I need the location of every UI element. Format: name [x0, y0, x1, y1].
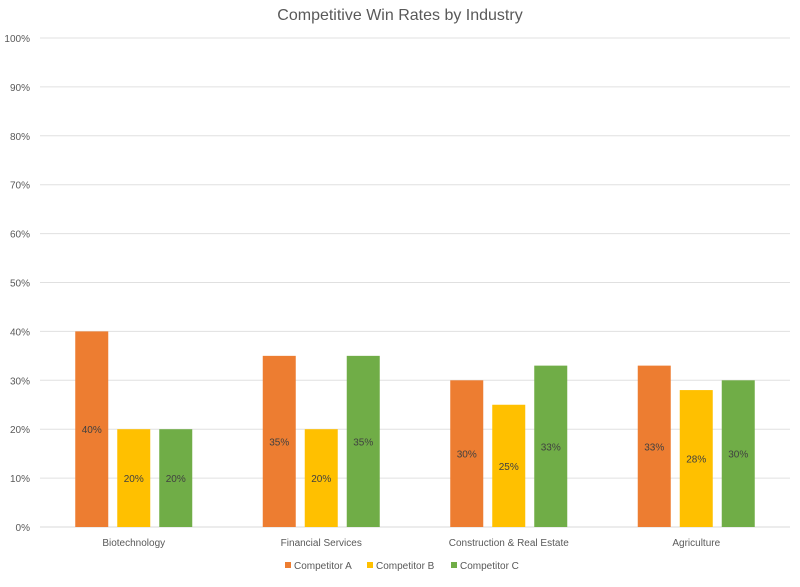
legend-label: Competitor B	[376, 561, 435, 572]
legend-item: Competitor A	[285, 561, 352, 572]
y-tick-label: 40%	[10, 327, 30, 338]
legend-item: Competitor B	[367, 561, 435, 572]
data-label: 20%	[166, 474, 186, 485]
y-tick-label: 10%	[10, 474, 30, 485]
chart-title: Competitive Win Rates by Industry	[277, 7, 522, 24]
data-label: 25%	[499, 462, 519, 473]
y-tick-label: 0%	[16, 523, 31, 534]
bar-competitor-b	[492, 404, 526, 527]
y-tick-label: 20%	[10, 425, 30, 436]
legend-swatch	[451, 562, 457, 568]
y-tick-label: 60%	[10, 230, 30, 241]
legend-swatch	[367, 562, 373, 568]
x-tick-label: Biotechnology	[102, 538, 165, 549]
bar-competitor-a	[75, 331, 109, 527]
data-label: 20%	[124, 474, 144, 485]
bar-competitor-c	[346, 355, 380, 527]
legend-swatch	[285, 562, 291, 568]
y-tick-label: 80%	[10, 132, 30, 143]
data-label: 33%	[644, 442, 664, 453]
bar-competitor-c	[534, 365, 568, 527]
y-tick-label: 100%	[4, 34, 30, 45]
data-label: 20%	[311, 474, 331, 485]
bar-competitor-c	[159, 429, 193, 527]
x-tick-label: Financial Services	[281, 538, 362, 549]
y-tick-label: 50%	[10, 279, 30, 290]
data-label: 35%	[269, 437, 289, 448]
y-tick-label: 30%	[10, 376, 30, 387]
x-tick-label: Construction & Real Estate	[449, 538, 569, 549]
bar-competitor-a	[450, 380, 484, 527]
bar-competitor-c	[721, 380, 755, 527]
legend-label: Competitor C	[460, 561, 519, 572]
y-tick-label: 70%	[10, 181, 30, 192]
y-tick-label: 90%	[10, 83, 30, 94]
legend-label: Competitor A	[294, 561, 352, 572]
data-label: 33%	[541, 442, 561, 453]
data-label: 30%	[457, 450, 477, 461]
bar-competitor-b	[117, 429, 151, 527]
bar-competitor-a	[262, 355, 296, 527]
data-label: 40%	[82, 425, 102, 436]
bar-competitor-b	[304, 429, 338, 527]
x-tick-label: Agriculture	[672, 538, 720, 549]
bar-competitor-a	[637, 365, 671, 527]
data-label: 35%	[353, 437, 373, 448]
bar-competitor-b	[679, 390, 713, 527]
legend-item: Competitor C	[451, 561, 519, 572]
data-label: 30%	[728, 450, 748, 461]
data-label: 28%	[686, 455, 706, 466]
